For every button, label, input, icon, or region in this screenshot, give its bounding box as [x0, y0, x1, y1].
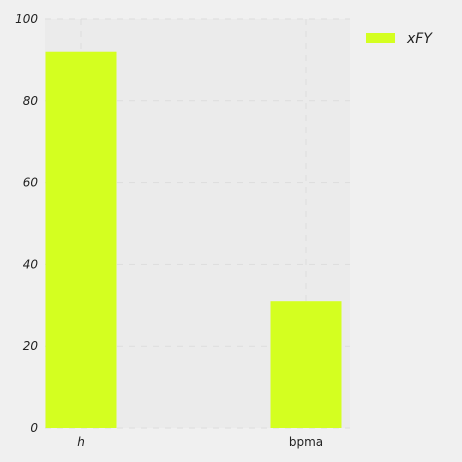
y-tick-label: 60: [23, 176, 39, 190]
y-tick-label: 100: [15, 12, 38, 26]
legend-swatch: [366, 33, 395, 43]
bar-h: [45, 51, 117, 428]
legend: xFY: [366, 31, 433, 47]
x-tick-label: bpma: [289, 435, 323, 449]
x-axis-ticks: h bpma: [77, 435, 323, 449]
y-tick-label: 80: [23, 94, 39, 108]
y-tick-label: 0: [30, 421, 38, 435]
y-axis-ticks: 0 20 40 60 80 100: [15, 12, 38, 435]
y-tick-label: 20: [23, 339, 39, 353]
bar-bpma: [270, 301, 342, 428]
legend-label: xFY: [406, 31, 433, 47]
y-tick-label: 40: [23, 257, 39, 271]
x-tick-label: h: [77, 435, 85, 449]
bars: [45, 51, 342, 428]
